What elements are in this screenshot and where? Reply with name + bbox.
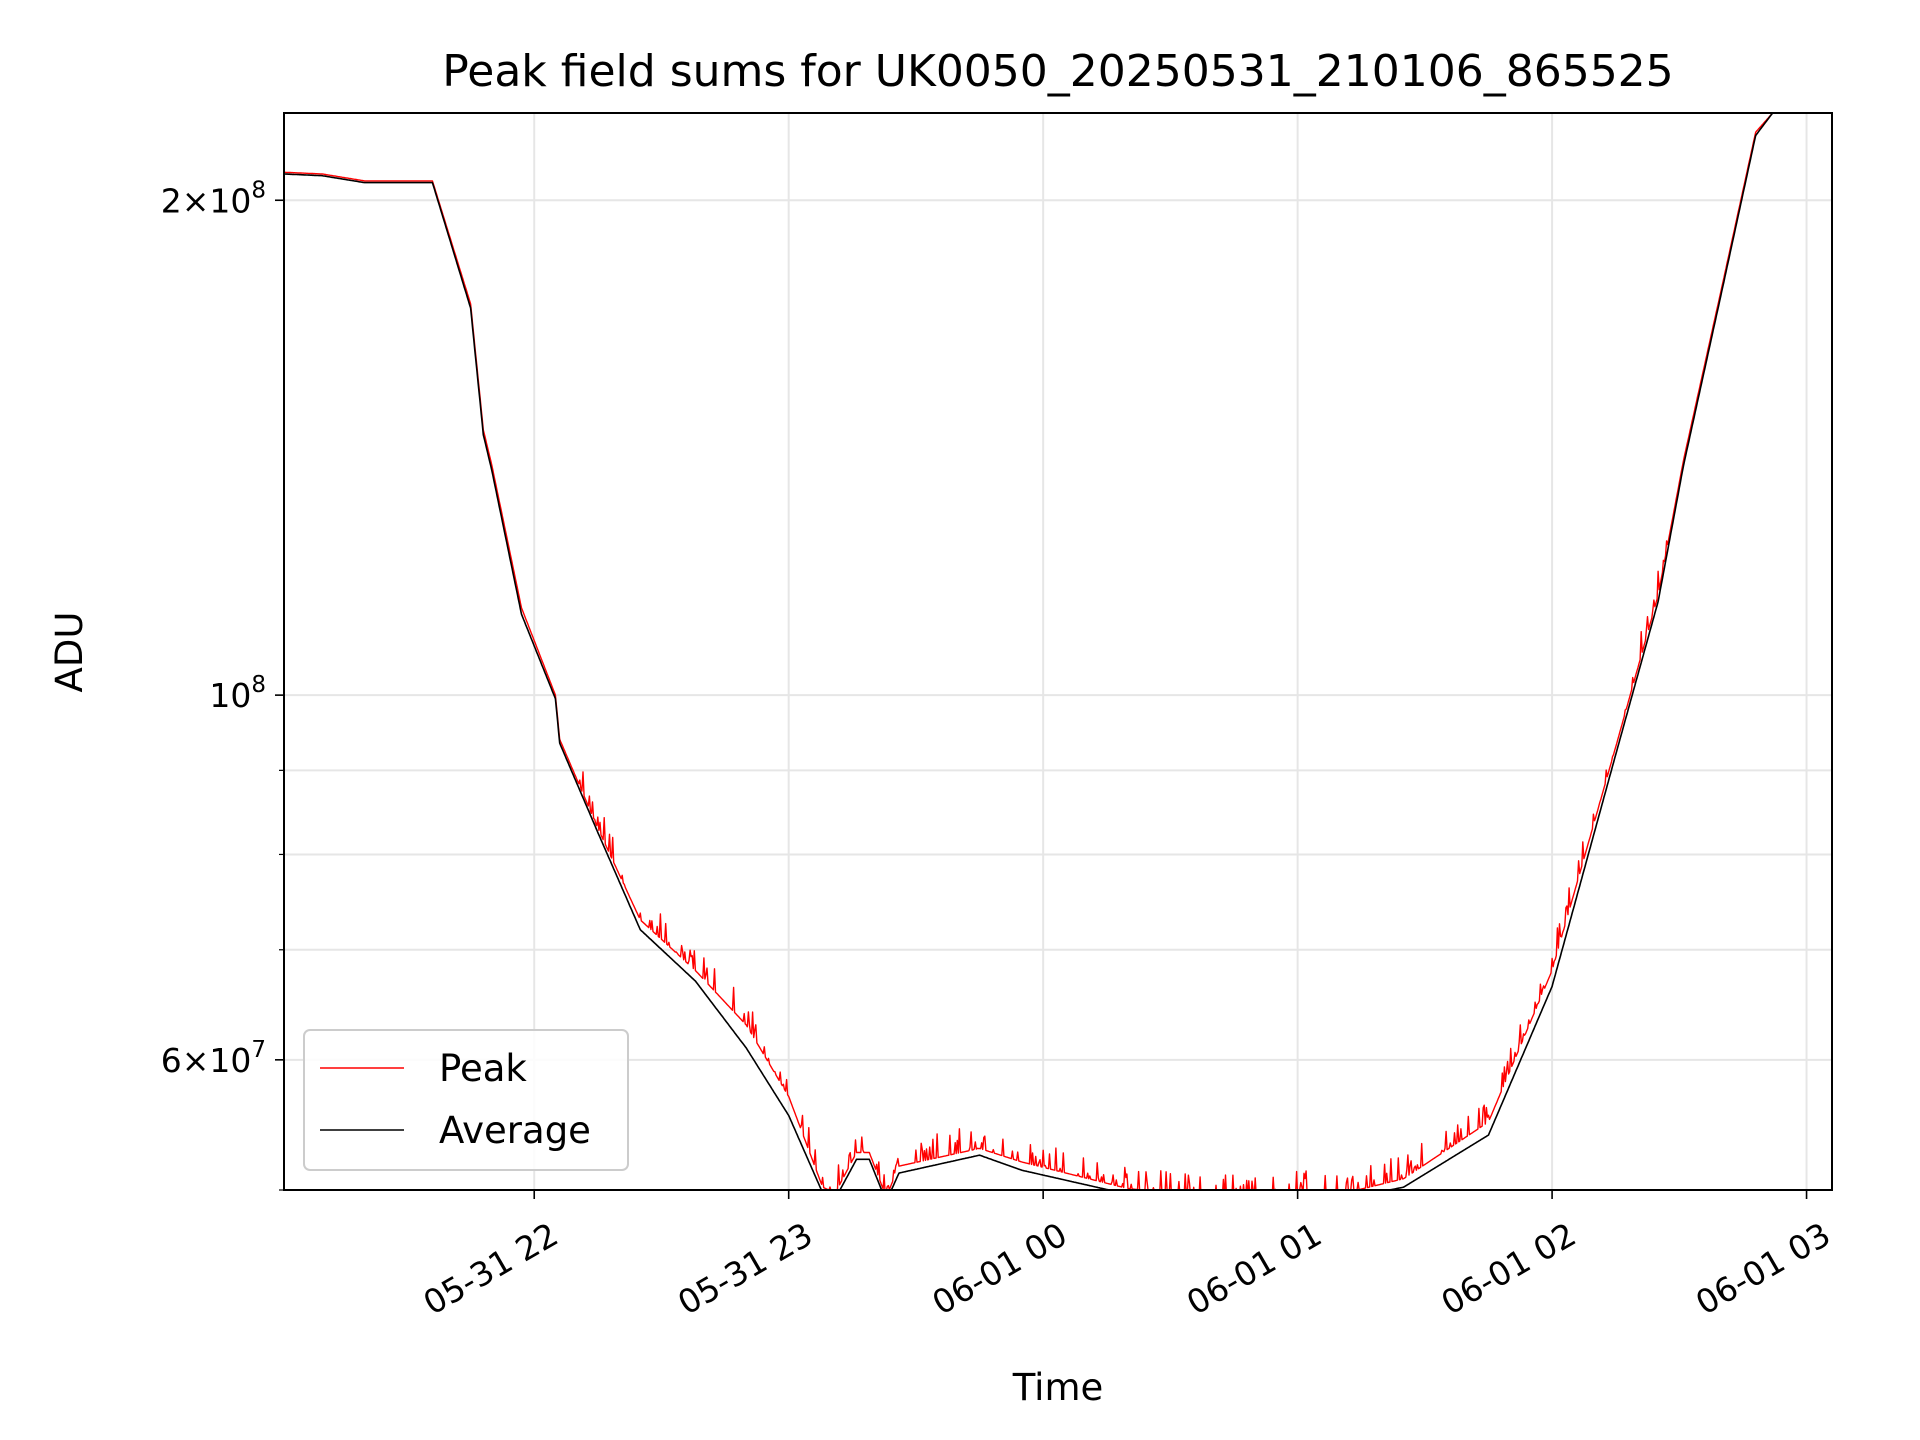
series-layer bbox=[284, 113, 1832, 1190]
x-tick-label: 06-01 00 bbox=[926, 1215, 1074, 1323]
y-tick-label: 6×107 bbox=[161, 1037, 266, 1080]
y-axis-label: ADU bbox=[48, 612, 91, 693]
plot-frame bbox=[283, 112, 1833, 1191]
legend: Peak Average bbox=[303, 1029, 629, 1171]
series-line-peak bbox=[284, 113, 1832, 1190]
plot-area bbox=[284, 113, 1832, 1190]
x-tick-label: 05-31 23 bbox=[671, 1215, 819, 1323]
y-axis: 6×107 108 2×108 bbox=[161, 177, 284, 1191]
chart-title: Peak field sums for UK0050_20250531_2101… bbox=[442, 46, 1673, 97]
y-tick-label: 108 bbox=[209, 672, 266, 715]
series-line-average bbox=[284, 113, 1832, 1190]
x-axis-label: Time bbox=[1012, 1366, 1104, 1409]
x-axis: 05-31 22 05-31 23 06-01 00 06-01 01 06-01 02… bbox=[417, 1190, 1837, 1323]
x-tick-label: 06-01 03 bbox=[1689, 1215, 1837, 1323]
x-tick-label: 05-31 22 bbox=[417, 1215, 565, 1323]
legend-label-average: Average bbox=[439, 1109, 591, 1152]
y-tick-label: 2×108 bbox=[161, 177, 266, 220]
x-tick-label: 06-01 01 bbox=[1180, 1215, 1328, 1323]
legend-box bbox=[303, 1029, 629, 1171]
x-tick-label: 06-01 02 bbox=[1434, 1215, 1582, 1323]
legend-label-peak: Peak bbox=[439, 1047, 527, 1090]
